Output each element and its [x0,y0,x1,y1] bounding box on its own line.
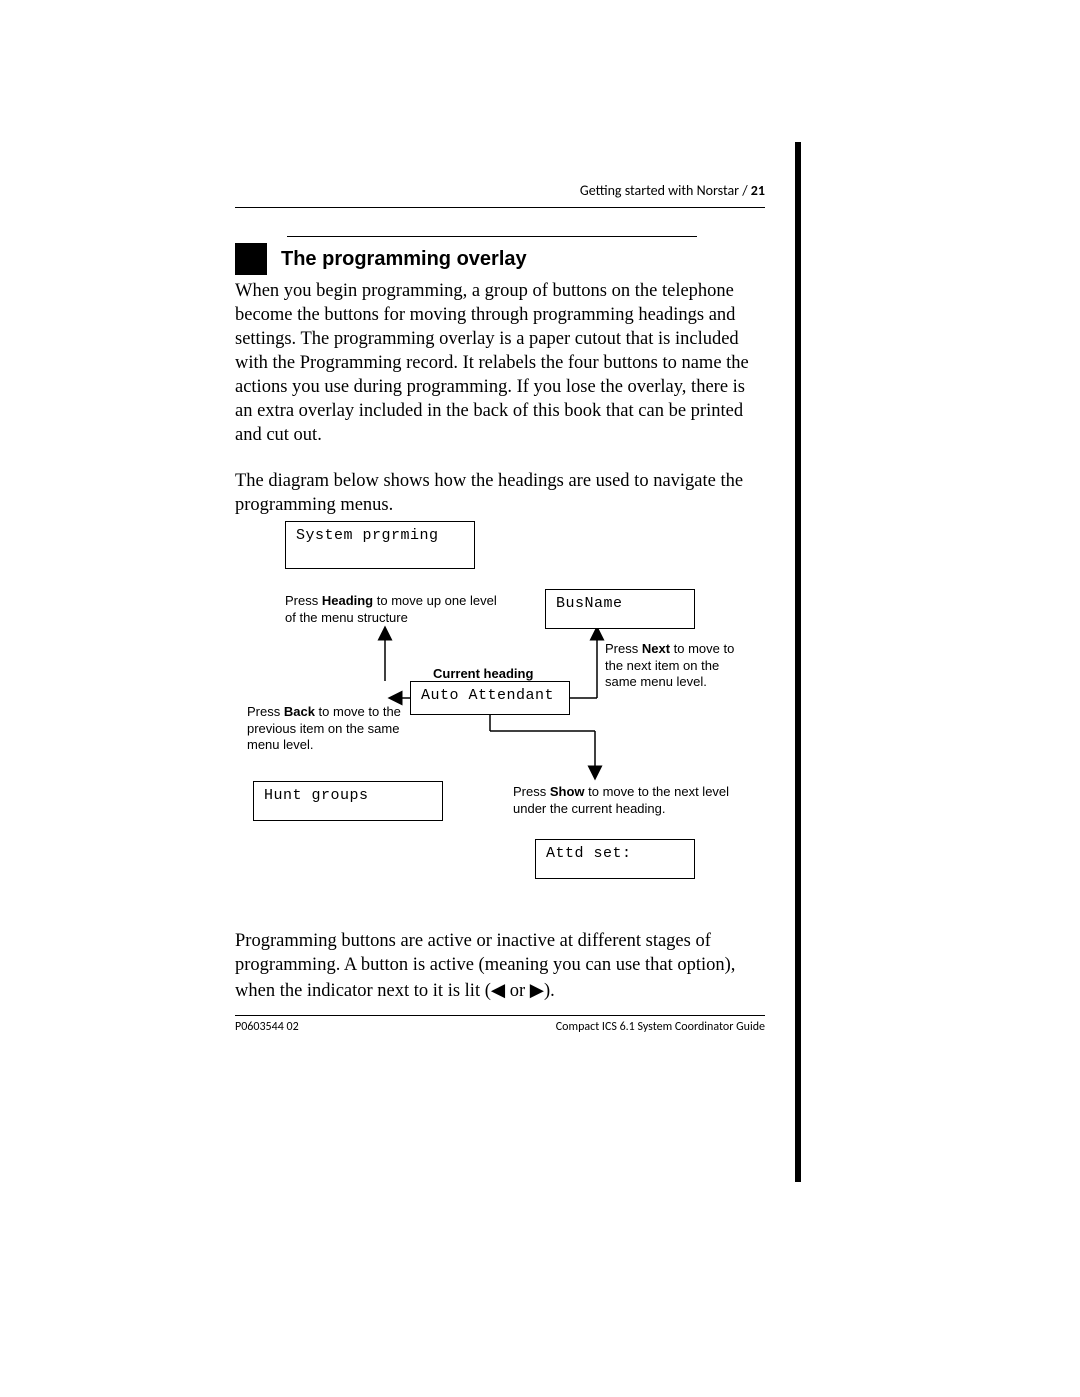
current-heading-label: Current heading [433,666,533,681]
paragraph-2: The diagram below shows how the headings… [235,469,765,517]
caption-back: Press Back to move to the previous item … [247,704,407,753]
caption-text: Press [605,641,642,656]
body-text: When you begin programming, a group of b… [235,279,765,517]
footer-guide-name: Compact ICS 6.1 System Coordinator Guide [556,1020,765,1034]
footer-rule [235,1015,765,1016]
navigation-diagram: System prgrming BusName Current heading … [235,521,765,911]
section-rule [287,236,697,237]
page-footer: P0603544 02 Compact ICS 6.1 System Coord… [235,1015,765,1034]
diagram-box-attd-set: Attd set: [535,839,695,879]
caption-text: Press [247,704,284,719]
diagram-box-busname: BusName [545,589,695,629]
para3-c: ). [544,981,555,1001]
para3-a: Programming buttons are active or inacti… [235,931,735,1000]
triangle-right-icon: ▶ [530,979,544,1000]
caption-heading: Press Heading to move up one level of th… [285,593,505,626]
caption-text: Press [285,593,322,608]
header-rule [235,207,765,208]
diagram-box-system-prgrming: System prgrming [285,521,475,569]
caption-show: Press Show to move to the next level und… [513,784,753,817]
caption-text: Press [513,784,550,799]
section-marker [235,243,267,275]
page-side-bar [795,142,801,1182]
caption-bold: Next [642,641,670,656]
running-head: Getting started with Norstar / 21 [235,182,765,207]
diagram-box-auto-attendant: Auto Attendant [410,681,570,715]
page-number: 21 [751,182,765,199]
footer-doc-number: P0603544 02 [235,1020,299,1034]
caption-bold: Back [284,704,315,719]
caption-bold: Heading [322,593,373,608]
paragraph-3: Programming buttons are active or inacti… [235,929,765,1002]
section-title: The programming overlay [281,248,527,271]
diagram-box-hunt-groups: Hunt groups [253,781,443,821]
para3-b: or [505,981,530,1001]
running-head-text: Getting started with Norstar / [580,182,751,199]
caption-bold: Show [550,784,585,799]
body-text-2: Programming buttons are active or inacti… [235,929,765,1002]
caption-next: Press Next to move to the next item on t… [605,641,745,690]
section-heading-row: The programming overlay [235,243,765,275]
triangle-left-icon: ◀ [491,979,505,1000]
paragraph-1: When you begin programming, a group of b… [235,279,765,447]
page-content: Getting started with Norstar / 21 The pr… [235,182,765,1003]
